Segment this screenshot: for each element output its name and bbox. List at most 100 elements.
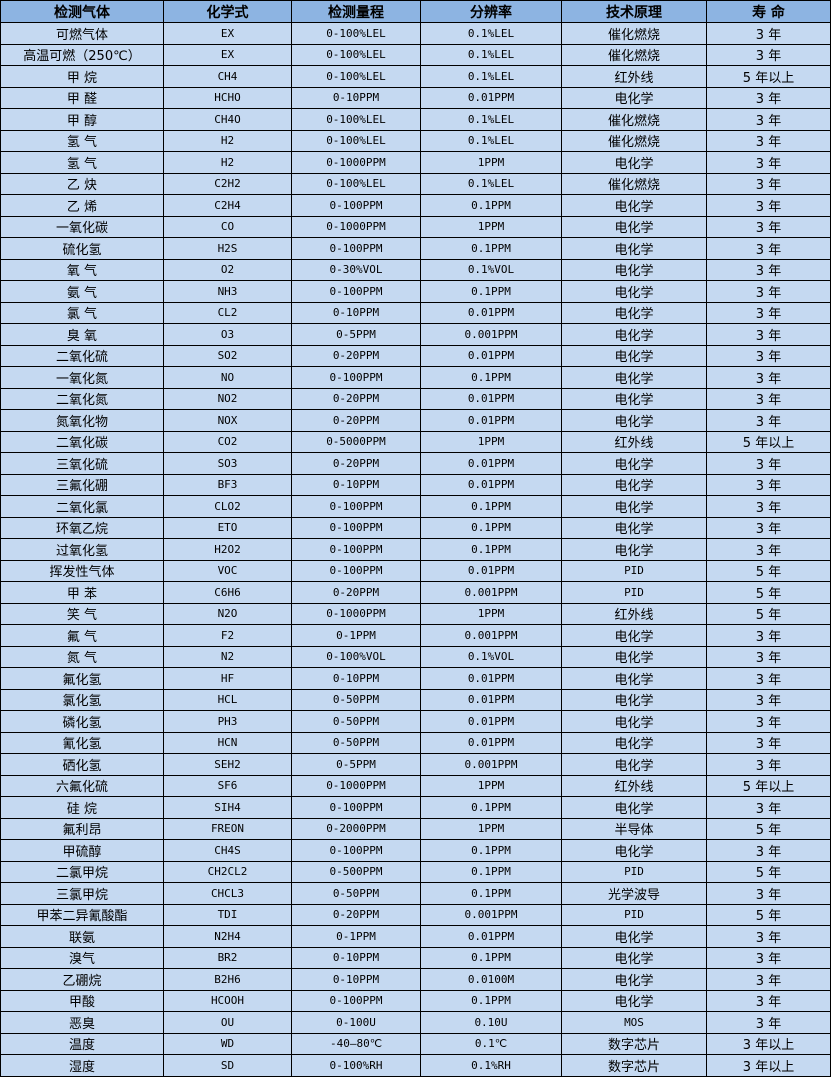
principle-cell: 催化燃烧 [561,129,707,152]
principle-cell: 电化学 [561,516,707,539]
resolution-cell: 0.001PPM [420,323,562,346]
principle-cell: 数字芯片 [561,1032,707,1055]
table-row: 乙 炔 C2H2 0-100%LEL 0.1%LEL 催化燃烧 3 年 [0,172,831,195]
range-cell: 0-1000PPM [291,602,421,625]
principle-cell: 电化学 [561,344,707,367]
gas-name-cell: 氟利昂 [0,817,164,840]
formula-cell: HCHO [163,86,292,109]
lifetime-cell: 5 年 [706,581,831,604]
formula-cell: H2O2 [163,538,292,561]
gas-name-cell: 甲苯二异氰酸酯 [0,903,164,926]
lifetime-cell: 3 年 [706,301,831,324]
table-row: 乙硼烷 B2H6 0-10PPM 0.0100M 电化学 3 年 [0,968,831,991]
range-cell: 0-1000PPM [291,774,421,797]
gas-name-cell: 甲硫醇 [0,839,164,862]
formula-cell: C2H2 [163,172,292,195]
principle-cell: 电化学 [561,215,707,238]
principle-cell: 电化学 [561,151,707,174]
table-row: 恶臭 OU 0-100U 0.10U MOS 3 年 [0,1011,831,1034]
formula-cell: CH4 [163,65,292,88]
range-cell: 0-10PPM [291,667,421,690]
principle-cell: 电化学 [561,645,707,668]
table-row: 硅 烷 SIH4 0-100PPM 0.1PPM 电化学 3 年 [0,796,831,819]
range-cell: 0-100PPM [291,516,421,539]
lifetime-cell: 3 年 [706,387,831,410]
resolution-cell: 0.1PPM [420,366,562,389]
range-cell: 0-10PPM [291,301,421,324]
range-cell: 0-100PPM [291,796,421,819]
table-row: 三氧化硫 SO3 0-20PPM 0.01PPM 电化学 3 年 [0,452,831,475]
gas-name-cell: 三氧化硫 [0,452,164,475]
resolution-cell: 0.1%LEL [420,43,562,66]
table-row: 硫化氢 H2S 0-100PPM 0.1PPM 电化学 3 年 [0,237,831,260]
principle-cell: 电化学 [561,989,707,1012]
resolution-cell: 0.1PPM [420,839,562,862]
principle-cell: 红外线 [561,65,707,88]
formula-cell: C6H6 [163,581,292,604]
resolution-cell: 0.001PPM [420,903,562,926]
gas-name-cell: 硒化氢 [0,753,164,776]
table-row: 氟 气 F2 0-1PPM 0.001PPM 电化学 3 年 [0,624,831,647]
range-cell: 0-20PPM [291,903,421,926]
formula-cell: CHCL3 [163,882,292,905]
lifetime-cell: 3 年 [706,688,831,711]
principle-cell: 电化学 [561,495,707,518]
header-lifetime: 寿 命 [706,0,831,23]
table-row: 甲酸 HCOOH 0-100PPM 0.1PPM 电化学 3 年 [0,989,831,1012]
gas-name-cell: 硫化氢 [0,237,164,260]
gas-name-cell: 溴气 [0,946,164,969]
table-row: 挥发性气体 VOC 0-100PPM 0.01PPM PID 5 年 [0,559,831,582]
lifetime-cell: 3 年 [706,968,831,991]
lifetime-cell: 3 年 [706,925,831,948]
formula-cell: B2H6 [163,968,292,991]
resolution-cell: 1PPM [420,215,562,238]
range-cell: 0-100%LEL [291,172,421,195]
table-row: 氯 气 CL2 0-10PPM 0.01PPM 电化学 3 年 [0,301,831,324]
resolution-cell: 0.1PPM [420,495,562,518]
formula-cell: VOC [163,559,292,582]
range-cell: 0-1000PPM [291,151,421,174]
lifetime-cell: 3 年 [706,108,831,131]
formula-cell: BR2 [163,946,292,969]
range-cell: 0-20PPM [291,344,421,367]
principle-cell: 电化学 [561,968,707,991]
formula-cell: FREON [163,817,292,840]
resolution-cell: 0.1PPM [420,796,562,819]
principle-cell: 电化学 [561,688,707,711]
gas-name-cell: 臭 氧 [0,323,164,346]
resolution-cell: 0.1PPM [420,280,562,303]
principle-cell: 催化燃烧 [561,22,707,45]
gas-name-cell: 可燃气体 [0,22,164,45]
table-row: 二氯甲烷 CH2CL2 0-500PPM 0.1PPM PID 5 年 [0,860,831,883]
lifetime-cell: 3 年 [706,839,831,862]
resolution-cell: 0.0100M [420,968,562,991]
lifetime-cell: 3 年 [706,495,831,518]
resolution-cell: 0.1%LEL [420,22,562,45]
table-row: 氨 气 NH3 0-100PPM 0.1PPM 电化学 3 年 [0,280,831,303]
resolution-cell: 0.01PPM [420,473,562,496]
lifetime-cell: 3 年 [706,452,831,475]
principle-cell: 红外线 [561,602,707,625]
formula-cell: SEH2 [163,753,292,776]
formula-cell: HCN [163,731,292,754]
range-cell: 0-1000PPM [291,215,421,238]
table-row: 甲 苯 C6H6 0-20PPM 0.001PPM PID 5 年 [0,581,831,604]
principle-cell: 电化学 [561,452,707,475]
principle-cell: 电化学 [561,925,707,948]
principle-cell: PID [561,860,707,883]
gas-name-cell: 甲 烷 [0,65,164,88]
gas-name-cell: 甲 醇 [0,108,164,131]
formula-cell: H2 [163,129,292,152]
table-row: 高温可燃（250℃） EX 0-100%LEL 0.1%LEL 催化燃烧 3 年 [0,43,831,66]
gas-name-cell: 甲酸 [0,989,164,1012]
range-cell: 0-1PPM [291,624,421,647]
gas-name-cell: 一氧化氮 [0,366,164,389]
lifetime-cell: 3 年 [706,538,831,561]
gas-name-cell: 氯化氢 [0,688,164,711]
principle-cell: 电化学 [561,624,707,647]
gas-name-cell: 笑 气 [0,602,164,625]
table-row: 二氧化碳 CO2 0-5000PPM 1PPM 红外线 5 年以上 [0,430,831,453]
principle-cell: 电化学 [561,409,707,432]
range-cell: 0-100%LEL [291,43,421,66]
table-row: 二氧化氯 CLO2 0-100PPM 0.1PPM 电化学 3 年 [0,495,831,518]
